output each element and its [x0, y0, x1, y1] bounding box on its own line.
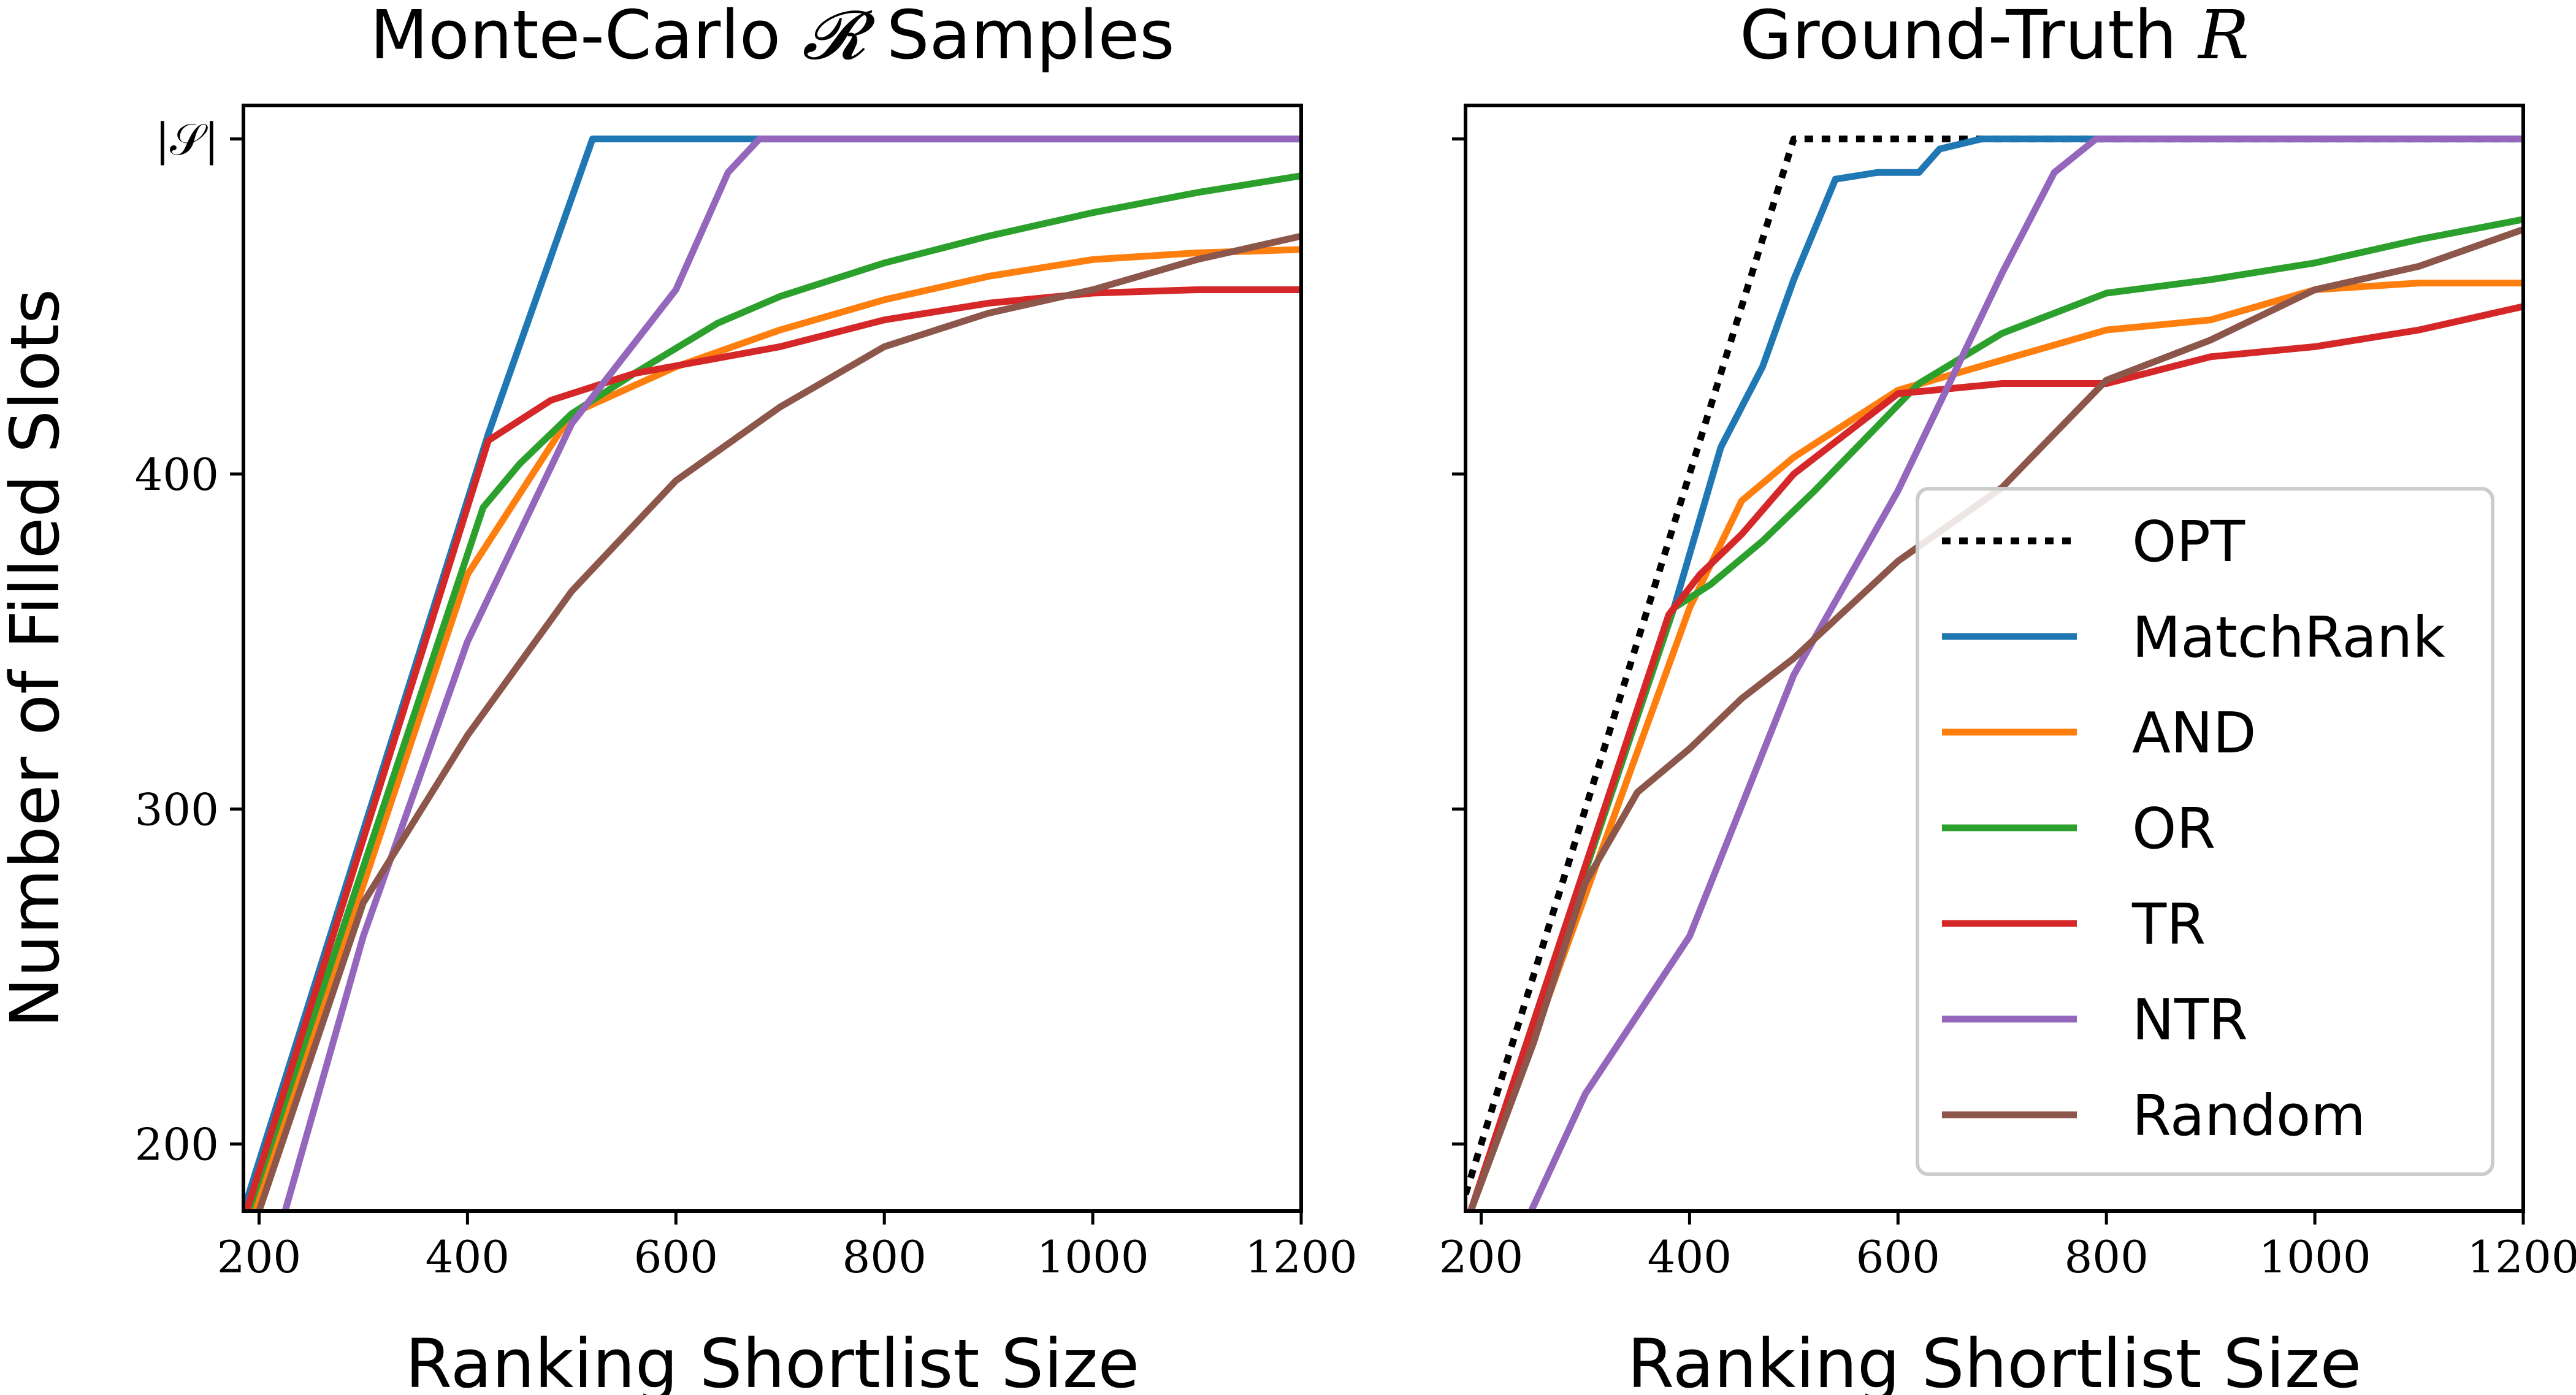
series-line-tr [243, 286, 1301, 1211]
x-axis-label: Ranking Shortlist Size [405, 1324, 1139, 1395]
y-tick-label: 400 [135, 449, 219, 500]
x-tick-label: 800 [2064, 1231, 2148, 1283]
series-line-ntr [281, 136, 1301, 1211]
x-tick-label: 200 [217, 1231, 301, 1283]
left-panel: 200 400 600 800 1000 1200 200 300 400 |𝒮| Monte-Ca… [0, 0, 1358, 1395]
series-line-random [1467, 226, 2523, 1211]
legend-box [1916, 487, 2494, 1176]
legend-label-tr: TR [2131, 892, 2206, 957]
series-line-ntr [1528, 136, 2523, 1211]
y-tick-label: 200 [135, 1119, 219, 1171]
legend-label-and: AND [2132, 700, 2257, 766]
x-tick-label: 1200 [1245, 1231, 1357, 1283]
plot-frame [1464, 104, 2525, 1213]
x-tick-label: 400 [426, 1231, 510, 1283]
legend: OPT MatchRank AND OR TR NTR Random [1916, 487, 2494, 1176]
x-tick-label: 1000 [1036, 1231, 1148, 1283]
series-line-random [256, 232, 1301, 1211]
y-tick-label: 300 [135, 784, 219, 835]
x-axis-label: Ranking Shortlist Size [1627, 1324, 2361, 1395]
y-tick-label: |𝒮| [155, 114, 219, 166]
legend-label-random: Random [2132, 1083, 2366, 1148]
series-group [243, 136, 1301, 1211]
legend-label-ntr: NTR [2132, 987, 2248, 1053]
x-tick-label: 400 [1648, 1231, 1732, 1283]
legend-label-opt: OPT [2132, 509, 2245, 575]
legend-label-matchrank: MatchRank [2132, 605, 2445, 670]
legend-label-or: OR [2132, 796, 2215, 862]
series-line-and [250, 246, 1301, 1211]
series-line-opt [1466, 136, 2523, 1196]
x-tick-label: 1200 [2467, 1231, 2576, 1283]
series-line-matchrank [1467, 136, 2523, 1211]
x-tick-label: 600 [634, 1231, 718, 1283]
series-line-and [1467, 280, 2523, 1211]
plot-frame [242, 104, 1303, 1213]
right-panel: 200 400 600 800 1000 1200 Ground-Truth R Rankin… [1439, 0, 2576, 1395]
x-tick-label: 800 [842, 1231, 926, 1283]
x-tick-label: 200 [1439, 1231, 1523, 1283]
chart-title: Monte-Carlo 𝓡 Samples [370, 0, 1174, 74]
y-axis-label: Number of Filled Slots [0, 289, 74, 1028]
x-tick-label: 1000 [2258, 1231, 2371, 1283]
series-line-or [245, 172, 1301, 1211]
x-tick-label: 600 [1856, 1231, 1940, 1283]
series-group [1466, 136, 2523, 1211]
chart-title: Ground-Truth R [1740, 0, 2249, 74]
